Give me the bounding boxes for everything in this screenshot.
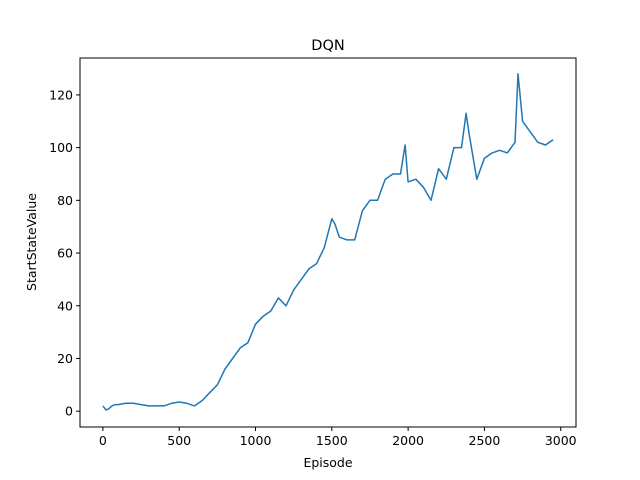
y-axis-ticks: 0 20 40 60 80 100 120 bbox=[49, 87, 80, 419]
x-tick-label: 1000 bbox=[240, 433, 272, 448]
y-axis-label: StartStateValue bbox=[24, 193, 39, 291]
x-axis-ticks: 0 500 1000 1500 2000 2500 3000 bbox=[99, 427, 577, 448]
x-tick-label: 500 bbox=[167, 433, 191, 448]
series-line bbox=[102, 73, 554, 411]
chart-title: DQN bbox=[311, 38, 344, 54]
x-tick-label: 0 bbox=[99, 433, 107, 448]
y-tick-label: 20 bbox=[57, 351, 73, 366]
plot-frame bbox=[79, 57, 577, 428]
x-tick-label: 1500 bbox=[316, 433, 348, 448]
y-tick-label: 40 bbox=[57, 298, 73, 313]
x-axis-label: Episode bbox=[303, 455, 352, 470]
series-line-group bbox=[102, 73, 554, 411]
y-tick-label: 0 bbox=[65, 404, 73, 419]
x-tick-label: 2500 bbox=[469, 433, 501, 448]
y-tick-label: 120 bbox=[49, 87, 73, 102]
y-tick-label: 60 bbox=[57, 246, 73, 261]
y-tick-label: 100 bbox=[49, 140, 73, 155]
x-tick-label: 3000 bbox=[545, 433, 577, 448]
x-tick-label: 2000 bbox=[392, 433, 424, 448]
y-tick-label: 80 bbox=[57, 193, 73, 208]
